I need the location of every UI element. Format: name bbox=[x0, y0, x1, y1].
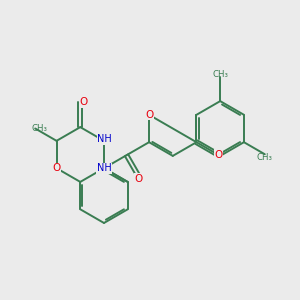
Text: CH₃: CH₃ bbox=[31, 124, 47, 133]
Text: NH: NH bbox=[97, 134, 112, 144]
Text: CH₃: CH₃ bbox=[212, 70, 228, 79]
Text: CH₃: CH₃ bbox=[257, 153, 273, 162]
Text: O: O bbox=[52, 163, 61, 173]
Text: O: O bbox=[145, 110, 153, 120]
Text: NH: NH bbox=[97, 163, 111, 173]
Text: O: O bbox=[214, 150, 222, 160]
Text: O: O bbox=[134, 174, 143, 184]
Text: O: O bbox=[80, 98, 88, 107]
